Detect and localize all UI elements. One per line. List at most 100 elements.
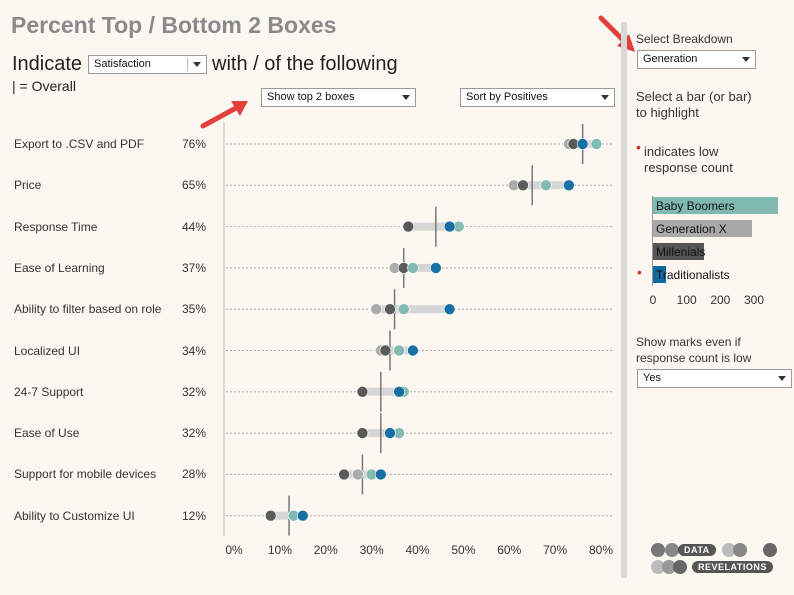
data-point xyxy=(407,262,419,274)
row-overall-pct: 35% xyxy=(182,302,207,317)
measure-dropdown[interactable]: Satisfaction xyxy=(88,55,207,74)
x-tick-label: 20% xyxy=(313,543,338,557)
select-bar-hint: Select a bar (or bar) to highlight xyxy=(636,89,752,120)
x-tick-label: 0% xyxy=(225,543,243,557)
data-point xyxy=(374,468,387,481)
row-overall-pct: 12% xyxy=(182,508,207,523)
row-overall-pct: 32% xyxy=(182,384,207,399)
data-point xyxy=(590,138,603,150)
show-marks-label: Show marks even if response count is low xyxy=(636,335,752,365)
legend-axis-tick: 300 xyxy=(743,293,765,307)
with-label: with / of the following xyxy=(212,53,398,75)
data-point xyxy=(402,220,415,233)
x-tick-label: 10% xyxy=(267,543,292,557)
data-point xyxy=(393,344,405,357)
x-tick-label: 40% xyxy=(405,543,430,557)
show-marks-dropdown[interactable]: Yes xyxy=(637,369,792,388)
data-point xyxy=(352,468,364,481)
legend-bar[interactable]: Millenials xyxy=(653,243,706,260)
legend-bar-label: Millenials xyxy=(656,245,706,259)
row-label: Ability to filter based on role xyxy=(14,302,162,317)
x-tick-label: 30% xyxy=(359,543,384,557)
sort-dropdown-value: Sort by Positives xyxy=(466,91,548,103)
legend-bar[interactable]: Generation X xyxy=(653,220,753,237)
row-overall-pct: 44% xyxy=(182,219,207,234)
legend-axis-tick: 0 xyxy=(649,293,657,307)
legend-bar[interactable]: Baby Boomers xyxy=(653,197,778,214)
logo-dot xyxy=(673,560,687,574)
data-point xyxy=(393,385,405,398)
chevron-down-icon xyxy=(778,376,786,381)
boxes-dropdown[interactable]: Show top 2 boxes xyxy=(261,88,416,107)
data-point xyxy=(384,427,396,439)
chevron-down-icon xyxy=(402,95,410,100)
dot-plot-chart[interactable] xyxy=(0,0,620,595)
breakdown-dropdown-value: Generation xyxy=(643,53,698,65)
low-count-dot-icon: • xyxy=(636,139,641,155)
logo-dot xyxy=(662,560,676,574)
boxes-dropdown-value: Show top 2 boxes xyxy=(267,91,355,103)
show-marks-dropdown-value: Yes xyxy=(643,372,661,384)
sort-dropdown[interactable]: Sort by Positives xyxy=(460,88,615,107)
data-point xyxy=(563,179,575,192)
chevron-down-icon xyxy=(742,57,750,62)
data-point xyxy=(370,303,383,316)
overall-note: | = Overall xyxy=(12,78,76,94)
low-count-dot-icon: • xyxy=(637,264,642,280)
data-point xyxy=(443,303,456,316)
logo-dot xyxy=(651,543,665,557)
logo-dot xyxy=(722,543,736,557)
logo-dot xyxy=(665,543,679,557)
legend-bar-label: Traditionalists xyxy=(656,268,730,282)
logo-data-text: DATA xyxy=(678,544,716,556)
row-label: Ease of Learning xyxy=(14,260,105,275)
x-tick-label: 50% xyxy=(451,543,476,557)
panel-divider xyxy=(621,22,627,578)
row-label: Response Time xyxy=(14,219,98,234)
data-point xyxy=(443,220,456,233)
legend-bar-label: Baby Boomers xyxy=(656,199,735,213)
row-label: Support for mobile devices xyxy=(14,467,157,482)
measure-dropdown-value: Satisfaction xyxy=(94,58,151,70)
data-point xyxy=(407,344,419,357)
annotation-arrow-icon xyxy=(200,101,248,129)
low-count-hint: indicates low response count xyxy=(644,144,733,175)
indicate-label: Indicate xyxy=(12,53,83,75)
data-point xyxy=(356,385,369,398)
data-point xyxy=(297,509,309,522)
row-overall-pct: 32% xyxy=(182,426,207,441)
data-point xyxy=(517,179,529,192)
row-label: Ability to Customize UI xyxy=(14,508,135,523)
row-overall-pct: 65% xyxy=(182,178,207,193)
dropdown-separator xyxy=(187,58,188,71)
logo-revelations-text: REVELATIONS xyxy=(692,561,773,573)
breakdown-dropdown[interactable]: Generation xyxy=(637,50,756,69)
row-label: 24-7 Support xyxy=(14,384,84,399)
row-overall-pct: 37% xyxy=(182,260,207,275)
data-point xyxy=(356,427,369,439)
chevron-down-icon xyxy=(193,62,201,67)
x-tick-label: 70% xyxy=(543,543,568,557)
row-label: Price xyxy=(14,178,42,193)
row-label: Export to .CSV and PDF xyxy=(14,137,145,151)
legend-bar[interactable]: Traditionalists xyxy=(653,266,730,283)
chevron-down-icon xyxy=(601,95,609,100)
legend-axis-line xyxy=(652,196,653,286)
data-point xyxy=(338,468,350,481)
logo-dot xyxy=(651,560,665,574)
logo-dot xyxy=(733,543,747,557)
legend-axis-tick: 200 xyxy=(710,293,731,307)
data-point xyxy=(430,262,442,274)
row-label: Localized UI xyxy=(14,343,81,358)
logo-dot xyxy=(763,543,777,557)
data-point xyxy=(379,344,392,357)
row-label: Ease of Use xyxy=(14,426,80,441)
data-point xyxy=(264,509,277,522)
x-tick-label: 80% xyxy=(588,543,614,557)
data-point xyxy=(397,303,410,316)
data-point xyxy=(384,303,396,316)
x-tick-label: 60% xyxy=(497,543,522,557)
data-point xyxy=(576,138,589,150)
row-overall-pct: 34% xyxy=(182,343,207,358)
legend-axis-tick: 100 xyxy=(676,293,697,307)
